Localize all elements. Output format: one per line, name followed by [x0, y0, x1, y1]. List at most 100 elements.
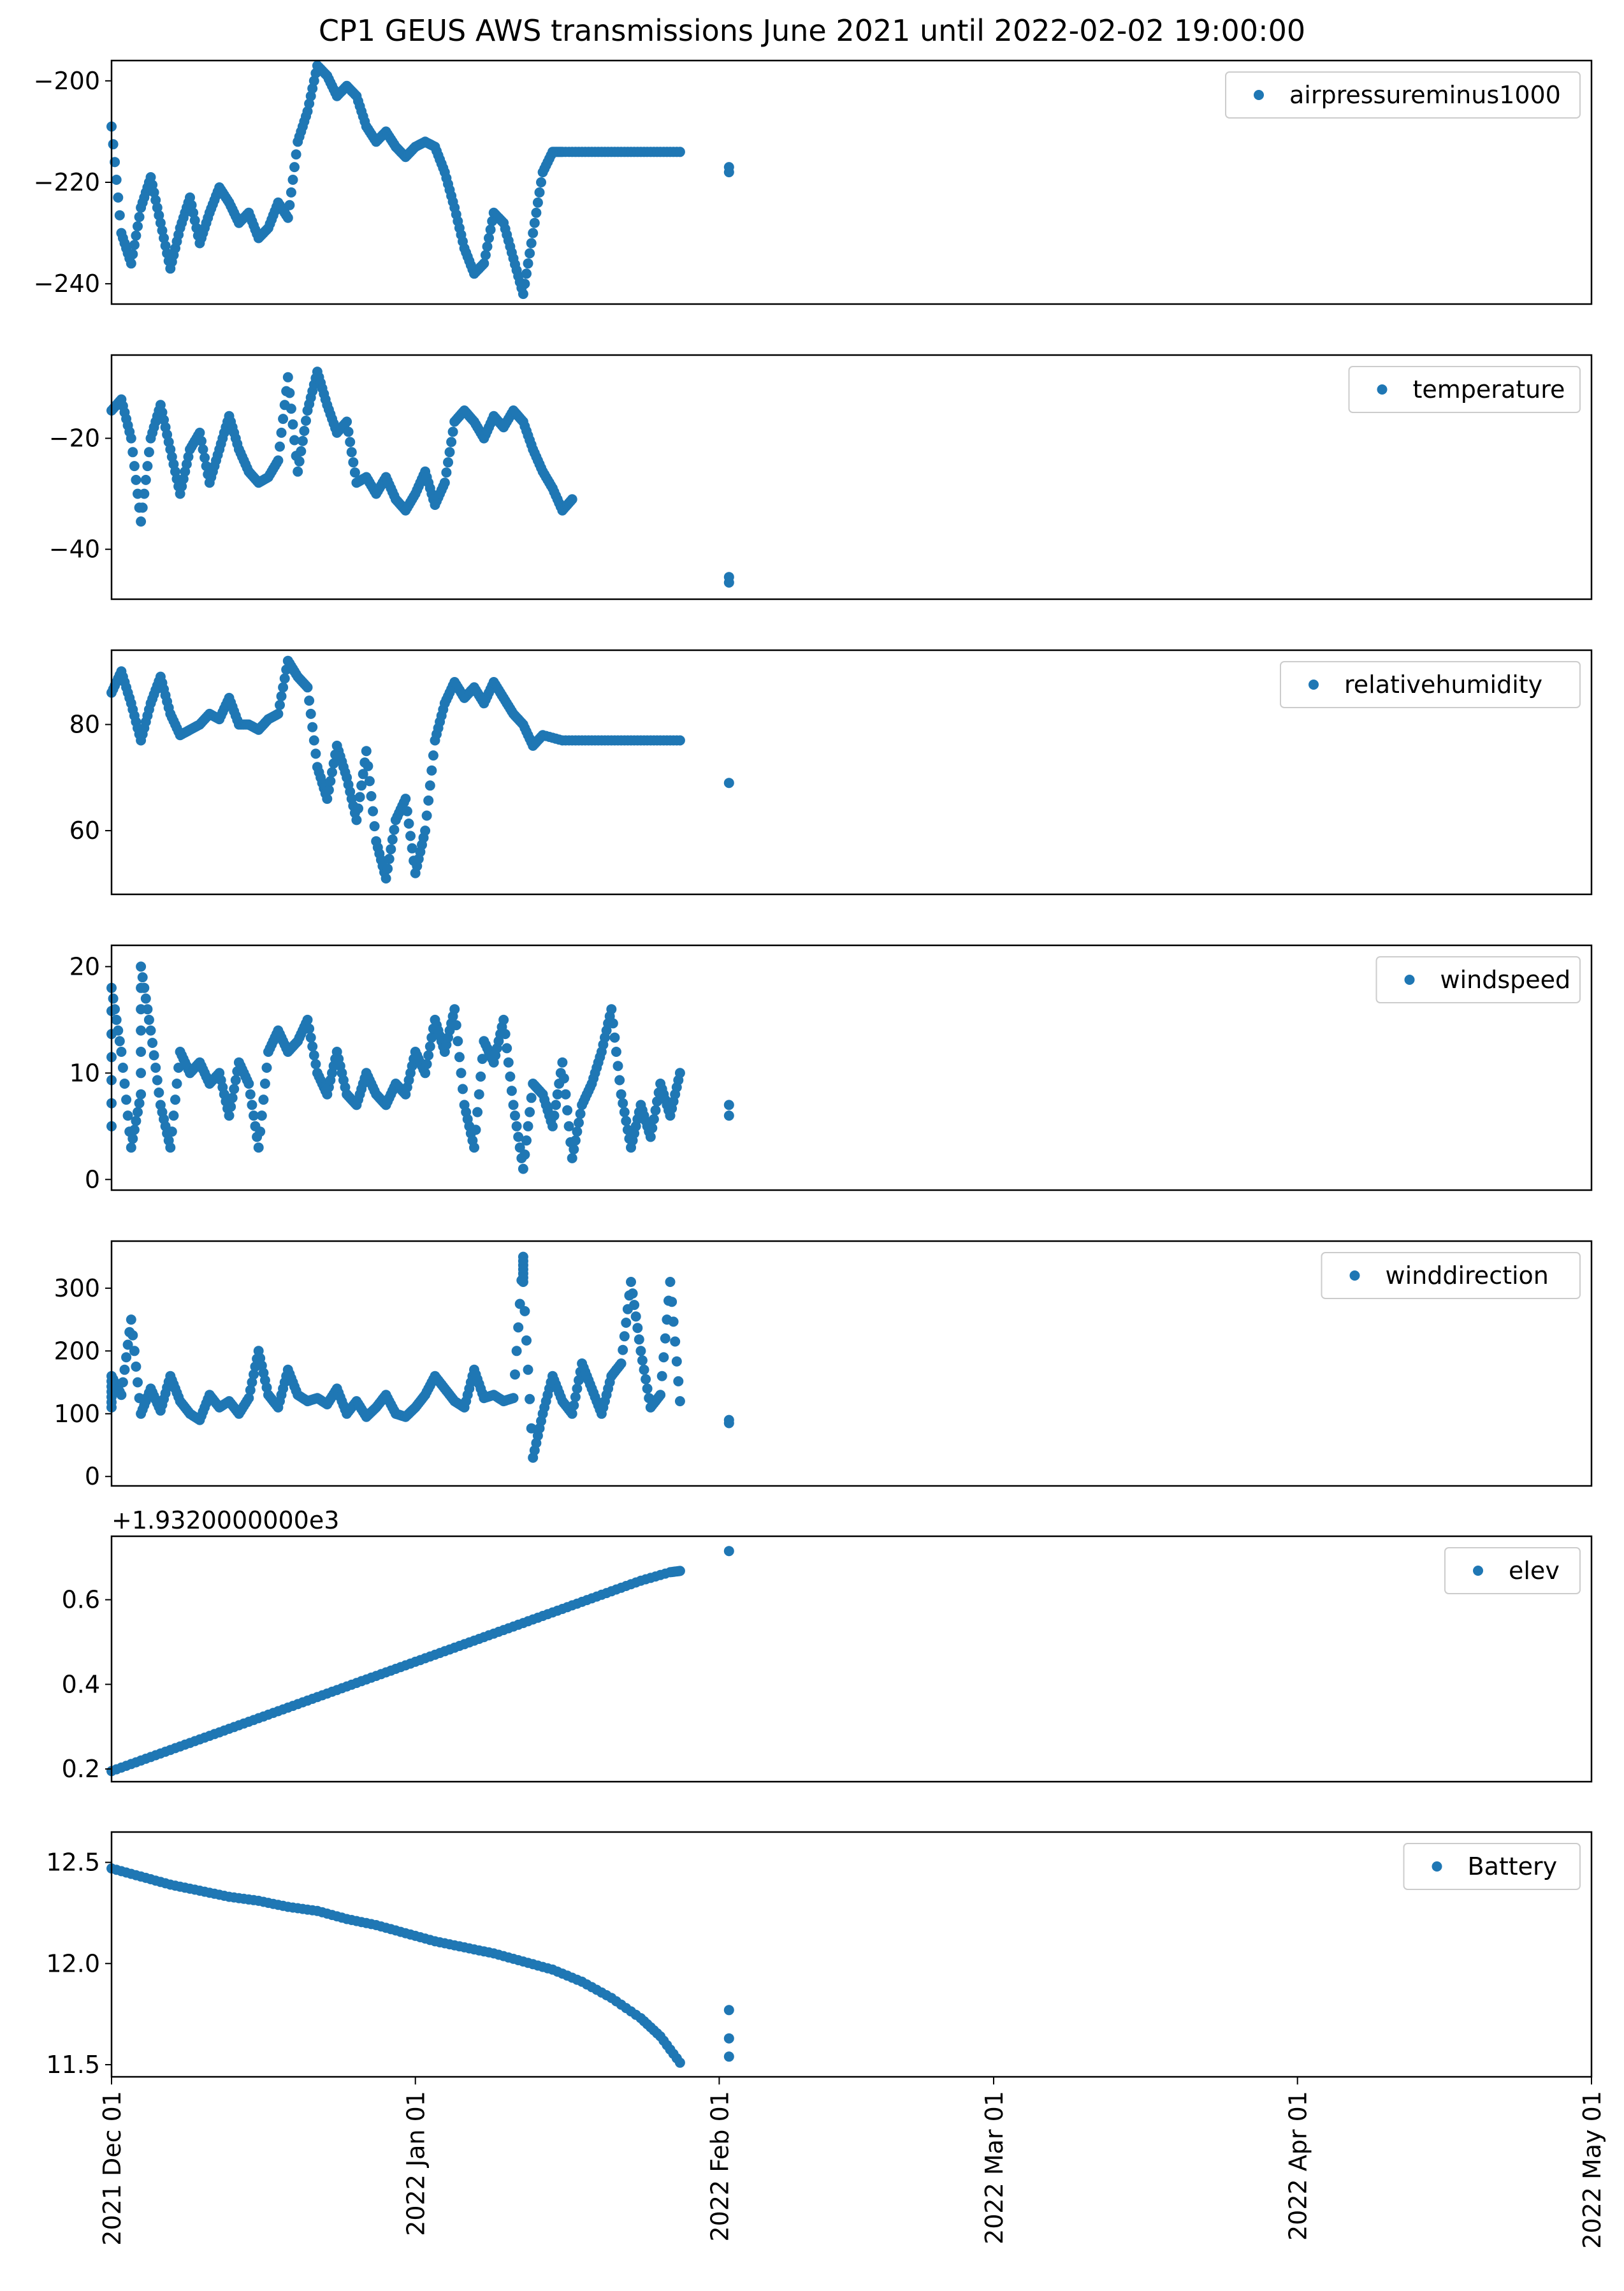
data-point-fill	[650, 1105, 661, 1116]
panel-2: 60 80 relativehumidity	[69, 649, 1593, 896]
data-point-fill	[532, 197, 543, 208]
data-point	[723, 167, 734, 178]
data-point-fill	[505, 1071, 516, 1082]
legend-box	[1444, 1547, 1581, 1594]
data-point-fill	[354, 792, 365, 803]
data-point-fill	[656, 1371, 667, 1381]
data-point	[723, 1100, 734, 1110]
data-point-fill	[136, 1047, 147, 1057]
data-point-fill	[140, 993, 151, 1004]
data-point-fill	[569, 1144, 579, 1154]
data-point-fill	[142, 1004, 153, 1015]
data-point-fill	[511, 1346, 522, 1356]
data-point-fill	[129, 1346, 140, 1356]
data-point	[547, 1121, 558, 1131]
data-point-fill	[127, 1330, 138, 1341]
legend-label: Battery	[1468, 1852, 1558, 1880]
data-point	[674, 1566, 685, 1576]
data-point-fill	[278, 682, 289, 693]
data-point-fill	[256, 1110, 267, 1121]
data-point-fill	[133, 221, 143, 231]
y-tick-label: 0	[85, 1165, 100, 1193]
data-point-fill	[369, 821, 380, 832]
data-point-fill	[305, 1032, 316, 1043]
legend-box	[1280, 661, 1581, 708]
data-point-fill	[117, 1377, 128, 1388]
data-point-fill	[310, 1059, 321, 1070]
data-point-fill	[275, 441, 285, 452]
data-point-fill	[131, 1361, 141, 1372]
data-point	[723, 2033, 734, 2044]
data-point-fill	[632, 1323, 643, 1334]
data-point-fill	[249, 1369, 259, 1380]
data-point-fill	[403, 818, 414, 829]
y-tick-label: 100	[54, 1400, 100, 1428]
axes-frame	[110, 649, 1593, 896]
data-point	[253, 1142, 264, 1153]
data-point-fill	[307, 1041, 318, 1052]
data-point-fill	[150, 1063, 161, 1073]
data-point-fill	[152, 1075, 163, 1086]
data-point-fill	[424, 780, 435, 791]
data-point-fill	[113, 192, 124, 203]
data-point	[655, 1390, 666, 1400]
data-point-fill	[305, 708, 316, 719]
data-point	[145, 1025, 156, 1036]
data-point-fill	[456, 1068, 467, 1079]
data-point	[302, 106, 313, 117]
data-point-fill	[143, 1014, 154, 1025]
data-point-fill	[227, 1093, 238, 1103]
data-point-fill	[131, 230, 141, 241]
data-point-fill	[569, 1400, 579, 1411]
data-point	[224, 1110, 235, 1121]
data-point	[518, 289, 528, 300]
data-point	[567, 1153, 577, 1163]
legend-box	[1403, 1843, 1581, 1890]
data-point	[674, 1068, 685, 1079]
data-point-fill	[629, 1300, 640, 1311]
x-tick-label: 2022 Jan 01	[402, 2091, 430, 2236]
data-point	[626, 1277, 636, 1287]
data-point-fill	[119, 1079, 130, 1089]
data-point	[116, 1047, 127, 1057]
data-point-fill	[305, 91, 316, 101]
data-point-fill	[513, 1322, 524, 1333]
data-point-fill	[230, 1075, 241, 1086]
data-point-fill	[147, 1038, 158, 1048]
data-point	[674, 147, 685, 157]
data-point	[155, 217, 166, 228]
data-point-fill	[424, 1041, 435, 1052]
data-point-fill	[536, 177, 546, 187]
data-point-fill	[199, 453, 210, 463]
data-point-fill	[514, 1298, 525, 1309]
data-point-fill	[506, 1086, 517, 1096]
data-point	[723, 1415, 734, 1425]
y-offset-label: +1.9320000000e3	[112, 1506, 339, 1534]
data-point-fill	[485, 224, 496, 235]
data-point	[282, 372, 293, 382]
data-point-fill	[358, 769, 368, 780]
legend-marker	[1254, 90, 1264, 100]
y-tick-label: 200	[54, 1337, 100, 1365]
data-point-fill	[514, 1142, 525, 1153]
x-tick-label: 2022 Apr 01	[1284, 2091, 1312, 2241]
legend-marker	[1432, 1861, 1442, 1872]
data-point-fill	[525, 248, 535, 259]
data-point-fill	[171, 1079, 182, 1089]
data-point-fill	[150, 194, 161, 205]
data-point-fill	[291, 149, 301, 160]
data-point-fill	[648, 1114, 659, 1124]
data-point-fill	[641, 1374, 651, 1385]
data-point-fill	[154, 1087, 164, 1098]
data-point-fill	[444, 447, 455, 458]
data-point-fill	[255, 1126, 266, 1137]
data-point-fill	[658, 1352, 669, 1363]
data-point-fill	[607, 1018, 618, 1029]
data-point-fill	[570, 1392, 581, 1402]
data-point-fill	[284, 388, 295, 398]
data-point-fill	[526, 238, 537, 249]
data-point-fill	[119, 1364, 130, 1375]
data-point-fill	[525, 1393, 535, 1404]
data-point-fill	[323, 785, 334, 796]
data-point-fill	[276, 691, 287, 702]
